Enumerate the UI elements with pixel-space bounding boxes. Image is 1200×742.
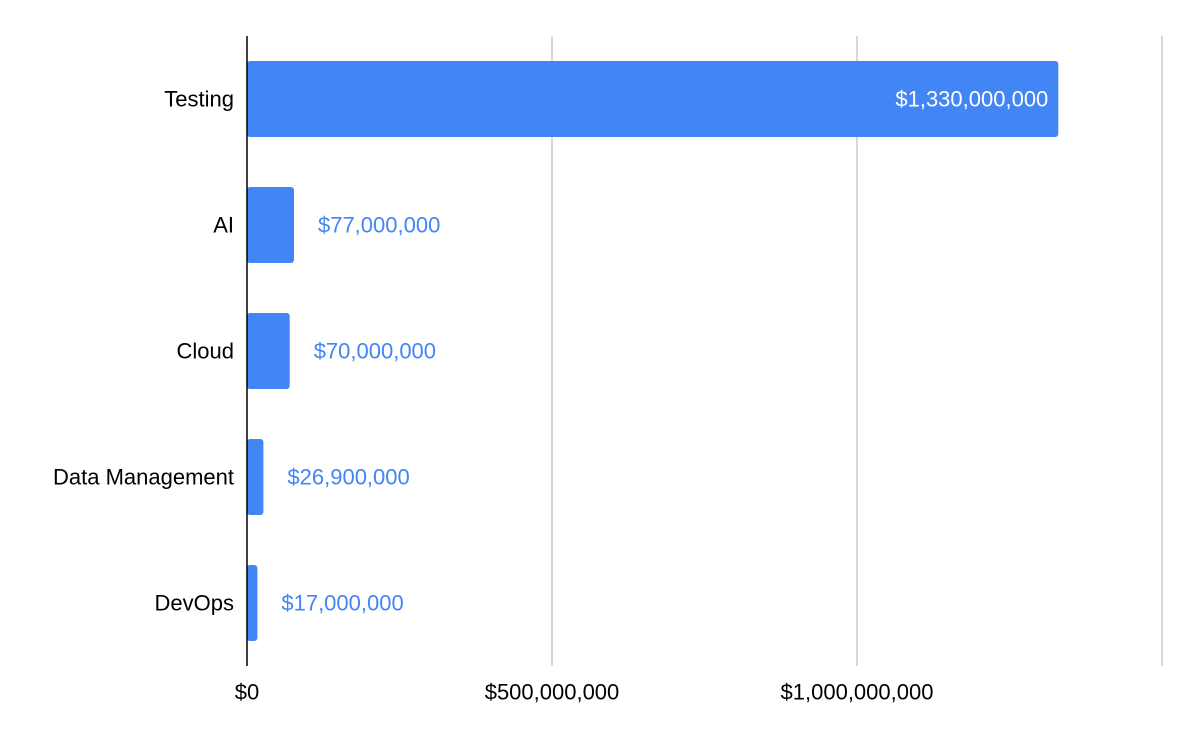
x-tick-label: $500,000,000 [485, 680, 620, 705]
bar-devops[interactable] [247, 565, 258, 641]
gridlines [551, 36, 1163, 666]
category-label: AI [213, 213, 234, 238]
data-label: $26,900,000 [287, 465, 409, 490]
data-label: $77,000,000 [318, 213, 440, 238]
data-labels: $1,330,000,000 $77,000,000 $70,000,000 $26,… [281, 87, 1048, 616]
x-axis-tick-labels: $0 $500,000,000 $1,000,000,000 [235, 680, 934, 705]
category-label: DevOps [155, 591, 234, 616]
x-tick-label: $1,000,000,000 [781, 680, 934, 705]
bar-data-management[interactable] [247, 439, 264, 515]
x-tick-label: $0 [235, 680, 259, 705]
category-label: Cloud [177, 339, 234, 364]
bars [247, 61, 1059, 641]
category-labels: Testing AI Cloud Data Management DevOps [53, 87, 234, 616]
data-label: $1,330,000,000 [895, 87, 1048, 112]
data-label: $70,000,000 [314, 339, 436, 364]
bar-cloud[interactable] [247, 313, 290, 389]
data-label: $17,000,000 [281, 591, 403, 616]
bar-ai[interactable] [247, 187, 294, 263]
category-label: Testing [164, 87, 234, 112]
bar-testing[interactable] [247, 61, 1059, 137]
category-label: Data Management [53, 465, 234, 490]
